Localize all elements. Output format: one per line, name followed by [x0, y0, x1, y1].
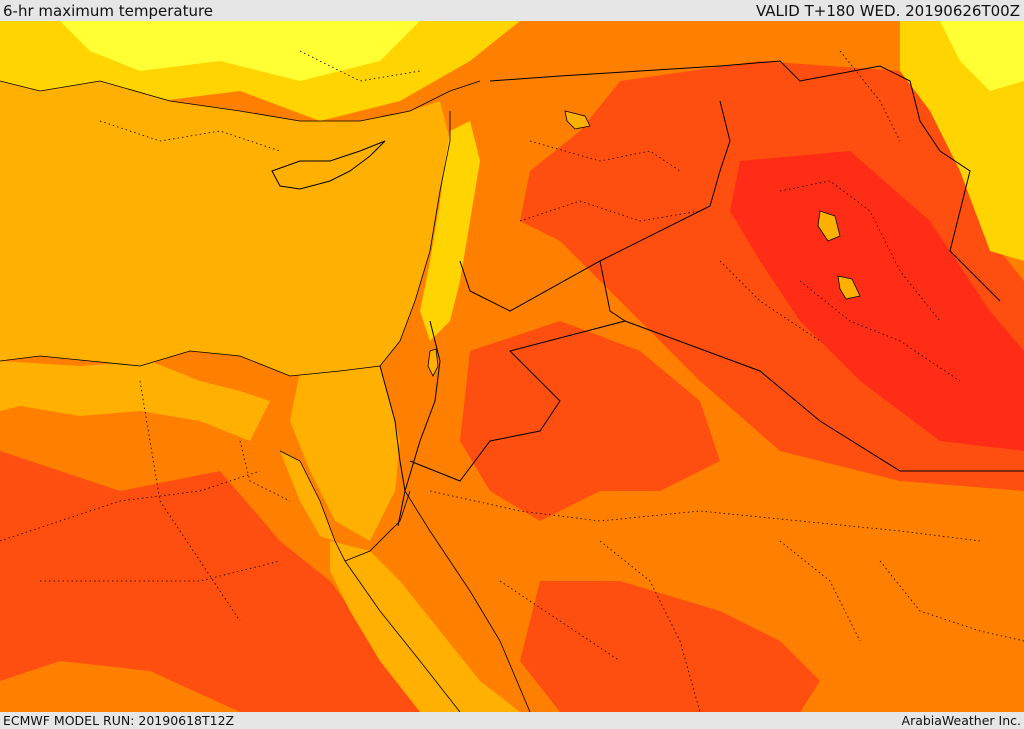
levant-cool-strip	[420, 121, 480, 341]
valid-time: VALID T+180 WED. 20190626T00Z	[755, 1, 1020, 20]
coastlines	[0, 80, 531, 712]
bright-zone-turkey	[60, 21, 420, 81]
sinai-zone	[290, 366, 400, 541]
credit: ArabiaWeather Inc.	[901, 713, 1021, 728]
model-run: ECMWF MODEL RUN: 20190618T12Z	[3, 713, 235, 728]
lake-tharthar	[817, 210, 841, 242]
red-sea	[330, 541, 520, 712]
gulf-of-suez	[280, 451, 335, 541]
very-hot-core-iraq	[730, 151, 1024, 451]
admin-borders	[0, 50, 1024, 712]
header-bar: 6-hr maximum temperature VALID T+180 WED…	[0, 0, 1024, 21]
footer-bar: ECMWF MODEL RUN: 20190618T12Z ArabiaWeat…	[0, 712, 1024, 729]
hot-zone-egypt	[0, 451, 420, 712]
cyprus	[271, 140, 386, 190]
lake-razzaza	[837, 275, 861, 300]
hot-zone-saudi	[520, 581, 820, 712]
bright-zone-iran	[940, 21, 1024, 91]
egypt-coast-zone	[0, 361, 270, 441]
hot-zone-jordan	[460, 321, 720, 521]
dead-sea	[427, 348, 439, 377]
mediterranean-sea	[0, 81, 450, 376]
lake-assad	[564, 110, 591, 130]
country-borders	[379, 60, 1024, 527]
product-title: 6-hr maximum temperature	[3, 1, 214, 20]
temperature-map	[0, 21, 1024, 712]
map-svg	[0, 21, 1024, 712]
